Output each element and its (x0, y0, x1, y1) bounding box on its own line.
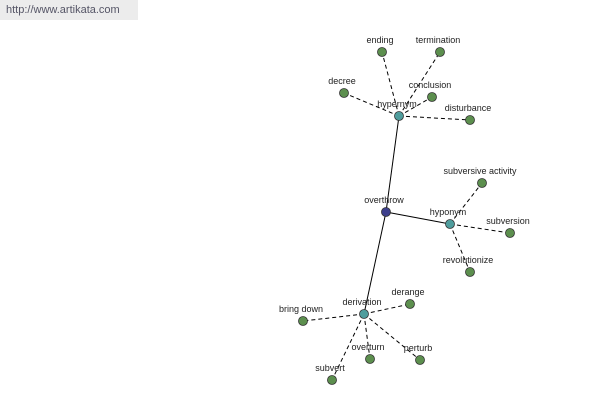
root-node (381, 207, 391, 217)
leaf-node-label: conclusion (409, 80, 452, 90)
leaf-node (435, 47, 445, 57)
leaf-node-label: ending (366, 35, 393, 45)
edge (449, 223, 471, 273)
leaf-node (405, 299, 415, 309)
edge (363, 313, 371, 360)
relation-node-label: derivation (342, 297, 381, 307)
leaf-node (377, 47, 387, 57)
relation-node (394, 111, 404, 121)
leaf-node (365, 354, 375, 364)
leaf-node (465, 267, 475, 277)
leaf-node (465, 115, 475, 125)
leaf-node-label: decree (328, 76, 356, 86)
leaf-node-label: termination (416, 35, 461, 45)
leaf-node-label: revolutionize (443, 255, 494, 265)
edge (385, 211, 451, 225)
leaf-node (339, 88, 349, 98)
edge (343, 92, 400, 117)
leaf-node-label: derange (391, 287, 424, 297)
edge (398, 51, 441, 117)
leaf-node-label: disturbance (445, 103, 492, 113)
leaf-node-label: overturn (351, 342, 384, 352)
leaf-node (505, 228, 515, 238)
edge (363, 313, 421, 361)
leaf-node (477, 178, 487, 188)
leaf-node-label: subversion (486, 216, 530, 226)
edge (398, 96, 433, 117)
relation-node (359, 309, 369, 319)
leaf-node-label: subversive activity (443, 166, 517, 176)
leaf-node (427, 92, 437, 102)
edge (363, 303, 411, 315)
edge (331, 313, 365, 381)
edge (302, 313, 365, 322)
leaf-node-label: perturb (404, 343, 433, 353)
relation-node (445, 219, 455, 229)
edge (449, 223, 511, 234)
watermark: http://www.artikata.com (0, 0, 138, 20)
leaf-node (327, 375, 337, 385)
edge (363, 211, 387, 315)
leaf-node-label: bring down (279, 304, 323, 314)
leaf-node-label: subvert (315, 363, 345, 373)
root-node-label: overthrow (364, 195, 404, 205)
leaf-node (298, 316, 308, 326)
edge (449, 182, 483, 225)
relation-node-label: hyponym (430, 207, 467, 217)
edge (385, 115, 400, 213)
edge (398, 115, 471, 121)
leaf-node (415, 355, 425, 365)
relation-node-label: hypernym (377, 99, 417, 109)
